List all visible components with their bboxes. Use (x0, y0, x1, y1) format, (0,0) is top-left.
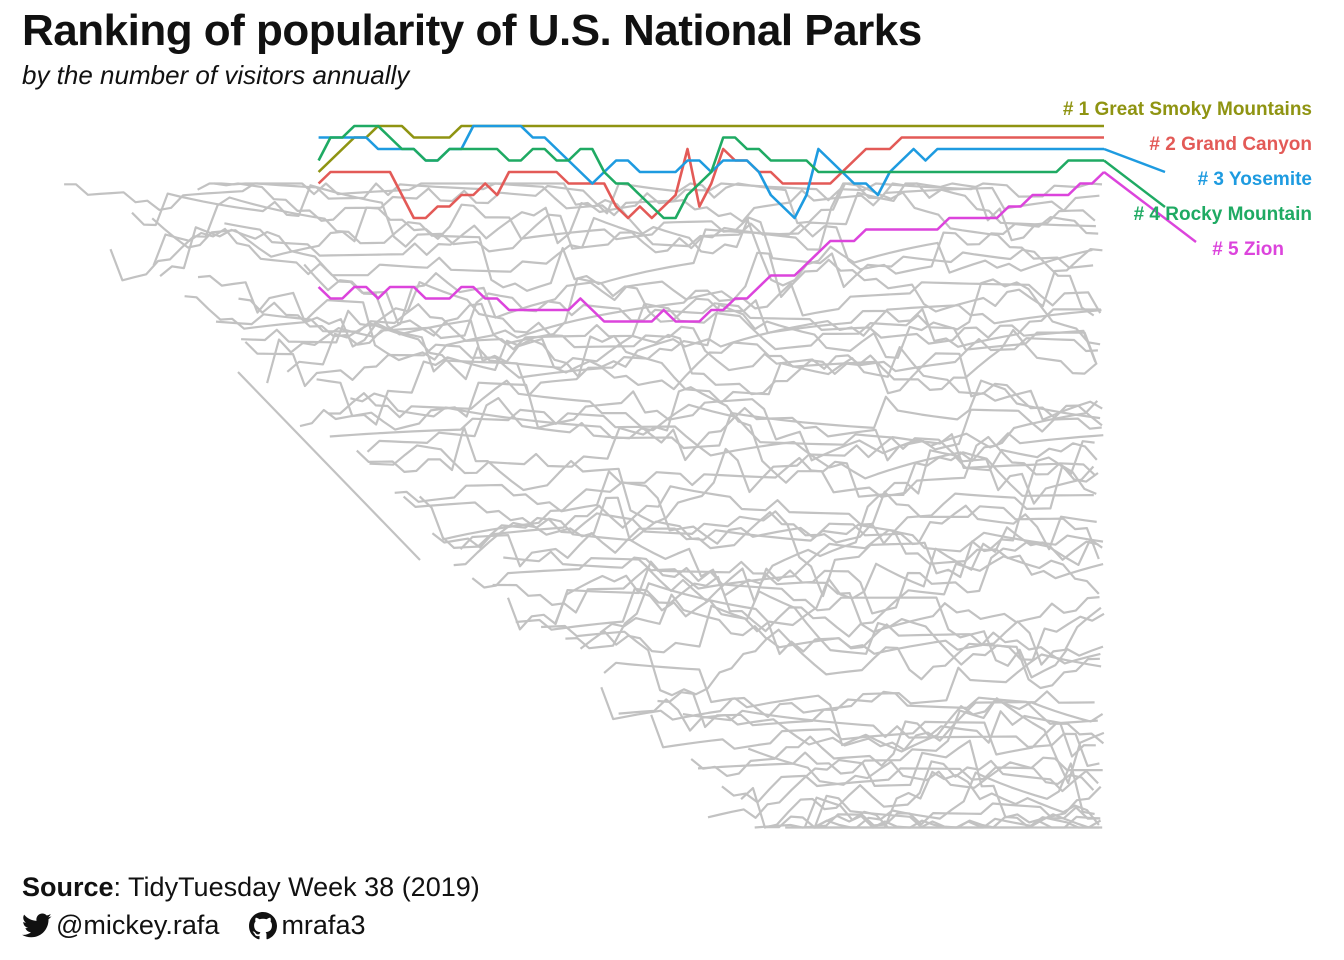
label-connector (1103, 159, 1166, 208)
background-park-line (506, 560, 1104, 679)
background-park-line (266, 278, 1101, 397)
series-labels: # 1 Great Smoky Mountains # 2 Grand Canyo… (1063, 99, 1312, 260)
series-label: # 2 Grand Canyon (1149, 134, 1312, 155)
background-park-line (553, 526, 1103, 633)
background-park-line (316, 334, 1103, 427)
background-park-line (740, 759, 1099, 829)
background-park-line (237, 371, 421, 561)
series-label: # 5 Zion (1212, 239, 1284, 260)
source-caption: Source: TidyTuesday Week 38 (2019) (22, 872, 480, 903)
github-handle-text: mrafa3 (281, 910, 366, 940)
background-park-line (579, 590, 1105, 666)
background-park-line (214, 182, 1096, 242)
background-park-line (151, 203, 1093, 287)
background-park-line (503, 540, 1099, 615)
twitter-handle-text: @mickey.rafa (56, 910, 220, 940)
background-park-line (441, 504, 1097, 598)
background-park-line (682, 709, 1100, 768)
background-park-line (747, 747, 1095, 791)
background-park-line (690, 710, 1096, 778)
background-park-line (603, 661, 1105, 785)
background-park-line (813, 814, 1100, 829)
twitter-handle-group[interactable]: @mickey.rafa (22, 910, 219, 941)
background-park-line (328, 379, 1102, 462)
background-park-line (159, 226, 1102, 339)
series-line-zion (317, 171, 1105, 323)
background-park-line (492, 566, 1100, 633)
background-park-line (224, 182, 1094, 269)
background-park-line (241, 281, 1098, 373)
background-rank-lines (64, 182, 1105, 829)
background-park-line (697, 698, 1104, 775)
background-park-line (366, 397, 1095, 505)
label-connector (1103, 147, 1166, 174)
bump-chart: # 1 Great Smoky Mountains # 2 Grand Canyo… (64, 99, 1312, 829)
social-handles: @mickey.rafa mrafa3 (22, 910, 395, 941)
background-park-line (329, 408, 1104, 480)
series-line-rocky-mountain (317, 124, 1104, 220)
series-label: # 1 Great Smoky Mountains (1063, 99, 1312, 120)
background-park-line (657, 690, 1098, 729)
background-park-line (600, 653, 1102, 721)
background-park-line (402, 451, 1094, 597)
background-park-line (394, 442, 1098, 513)
background-park-line (286, 322, 1098, 396)
background-park-line (650, 714, 1105, 756)
source-label: Source (22, 872, 114, 902)
background-park-line (431, 485, 1100, 560)
background-park-line (707, 739, 1102, 824)
background-park-line (299, 381, 1099, 462)
background-park-line (303, 263, 1102, 374)
background-park-line (197, 182, 1103, 217)
github-icon (249, 911, 278, 939)
series-line-great-smoky-mountains (317, 124, 1104, 173)
background-park-line (453, 456, 1097, 567)
background-park-line (599, 593, 1100, 690)
background-park-line (565, 582, 1102, 666)
background-park-line (369, 386, 1097, 498)
chart-title: Ranking of popularity of U.S. National P… (22, 6, 922, 55)
highlighted-rank-lines (317, 124, 1197, 323)
background-park-line (238, 292, 1097, 363)
series-label: # 4 Rocky Mountain (1134, 204, 1312, 225)
background-park-line (618, 690, 1095, 751)
twitter-icon (22, 913, 52, 937)
background-park-line (541, 624, 1101, 697)
series-label: # 3 Yosemite (1198, 169, 1312, 190)
background-park-line (244, 341, 1103, 421)
series-line-grand-canyon (317, 136, 1104, 220)
background-park-line (721, 756, 1103, 804)
label-connector (1103, 171, 1197, 243)
background-park-line (471, 528, 1104, 590)
source-text: : TidyTuesday Week 38 (2019) (113, 872, 480, 902)
background-park-line (350, 379, 1101, 450)
github-handle-group[interactable]: mrafa3 (249, 910, 365, 941)
background-park-line (131, 182, 1096, 254)
chart-subtitle: by the number of visitors annually (22, 60, 410, 90)
